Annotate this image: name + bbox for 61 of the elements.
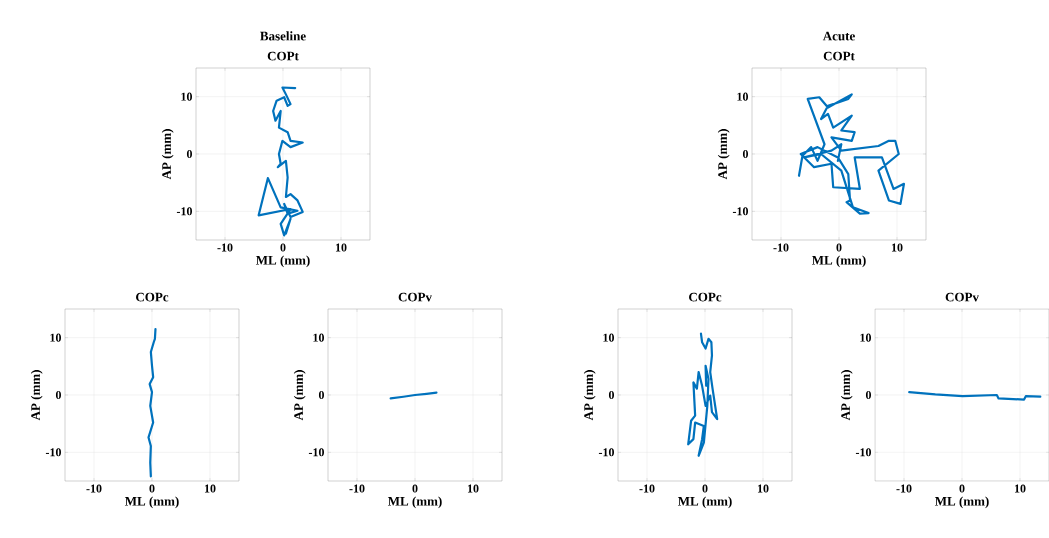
x-axis-title: ML (mm) bbox=[934, 496, 989, 509]
y-axis-title: AP (mm) bbox=[293, 370, 306, 421]
x-tick-label: -10 bbox=[896, 484, 912, 493]
x-tick-label: 0 bbox=[149, 484, 155, 493]
x-tick-label: -10 bbox=[217, 243, 233, 252]
x-tick-label: 10 bbox=[467, 484, 479, 493]
x-tick-label: 0 bbox=[280, 243, 286, 252]
y-axis-title: AP (mm) bbox=[30, 370, 43, 421]
chart-title: COPv bbox=[945, 292, 979, 302]
line-series bbox=[908, 391, 1042, 401]
line-series bbox=[687, 332, 719, 457]
x-axis-title: ML (mm) bbox=[124, 496, 179, 509]
x-tick-label: 0 bbox=[959, 484, 965, 493]
y-tick-label: 0 bbox=[318, 390, 325, 400]
x-tick-label: 0 bbox=[836, 243, 842, 252]
chart-title: Baseline bbox=[260, 31, 306, 41]
y-tick-label: 0 bbox=[608, 390, 615, 400]
y-axis-title: AP (mm) bbox=[583, 370, 596, 421]
x-tick-label: 0 bbox=[702, 484, 708, 493]
y-tick-label: 0 bbox=[55, 390, 61, 400]
y-tick-label: 10 bbox=[860, 333, 872, 342]
y-tick-label: 10 bbox=[737, 92, 749, 101]
y-tick-label: -10 bbox=[855, 448, 872, 457]
line-series bbox=[797, 93, 906, 215]
y-tick-label: 10 bbox=[603, 333, 615, 342]
y-tick-label: -10 bbox=[598, 448, 615, 457]
y-tick-label: 0 bbox=[742, 149, 749, 159]
x-tick-label: 10 bbox=[1014, 484, 1026, 493]
x-tick-label: 10 bbox=[204, 484, 216, 493]
y-axis-title: AP (mm) bbox=[840, 370, 853, 421]
y-tick-label: 0 bbox=[865, 390, 872, 400]
x-tick-label: 0 bbox=[412, 484, 418, 493]
y-axis-title: AP (mm) bbox=[161, 129, 174, 180]
x-axis-title: ML (mm) bbox=[387, 496, 442, 509]
line-series bbox=[257, 86, 304, 237]
y-tick-label: 10 bbox=[50, 333, 61, 342]
x-tick-label: -10 bbox=[773, 243, 789, 252]
chart-subtitle: COPt bbox=[823, 51, 855, 61]
line-series bbox=[147, 327, 157, 478]
chart-title: Acute bbox=[822, 31, 855, 41]
y-axis-title: AP (mm) bbox=[717, 129, 730, 180]
chart-subtitle: COPt bbox=[267, 51, 299, 61]
x-axis-title: ML (mm) bbox=[677, 496, 732, 509]
x-tick-label: -10 bbox=[349, 484, 365, 493]
x-tick-label: -10 bbox=[639, 484, 655, 493]
y-tick-label: 10 bbox=[313, 333, 325, 342]
x-tick-label: -10 bbox=[86, 484, 102, 493]
chart-title: COPc bbox=[689, 292, 722, 302]
x-tick-label: 10 bbox=[335, 243, 347, 252]
y-tick-label: -10 bbox=[308, 448, 325, 457]
x-tick-label: 10 bbox=[891, 243, 903, 252]
y-tick-label: -10 bbox=[732, 207, 749, 216]
y-tick-label: -10 bbox=[176, 207, 193, 216]
y-tick-label: -10 bbox=[45, 448, 61, 457]
y-tick-label: 0 bbox=[186, 149, 193, 159]
chart-title: COPc bbox=[136, 292, 169, 302]
x-axis-title: ML (mm) bbox=[811, 255, 866, 268]
x-axis-title: ML (mm) bbox=[255, 255, 310, 268]
y-tick-label: 10 bbox=[181, 92, 193, 101]
chart-title: COPv bbox=[398, 292, 432, 302]
x-tick-label: 10 bbox=[757, 484, 769, 493]
